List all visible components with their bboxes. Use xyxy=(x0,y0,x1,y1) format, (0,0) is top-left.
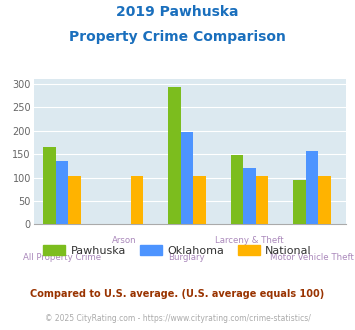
Bar xyxy=(306,151,318,224)
Bar xyxy=(168,87,181,224)
Text: Compared to U.S. average. (U.S. average equals 100): Compared to U.S. average. (U.S. average … xyxy=(31,289,324,299)
Text: Burglary: Burglary xyxy=(169,253,205,262)
Text: Property Crime Comparison: Property Crime Comparison xyxy=(69,30,286,44)
Bar xyxy=(193,176,206,224)
Text: Arson: Arson xyxy=(112,236,137,245)
Text: All Property Crime: All Property Crime xyxy=(23,253,101,262)
Legend: Pawhuska, Oklahoma, National: Pawhuska, Oklahoma, National xyxy=(39,240,316,260)
Bar xyxy=(43,147,56,224)
Bar xyxy=(131,176,143,224)
Bar xyxy=(293,180,306,224)
Text: 2019 Pawhuska: 2019 Pawhuska xyxy=(116,5,239,19)
Text: © 2025 CityRating.com - https://www.cityrating.com/crime-statistics/: © 2025 CityRating.com - https://www.city… xyxy=(45,314,310,323)
Bar xyxy=(318,176,331,224)
Text: Motor Vehicle Theft: Motor Vehicle Theft xyxy=(270,253,354,262)
Bar xyxy=(56,161,68,224)
Bar xyxy=(181,132,193,224)
Bar xyxy=(230,155,243,224)
Bar xyxy=(68,176,81,224)
Bar xyxy=(256,176,268,224)
Text: Larceny & Theft: Larceny & Theft xyxy=(215,236,284,245)
Bar xyxy=(243,168,256,224)
